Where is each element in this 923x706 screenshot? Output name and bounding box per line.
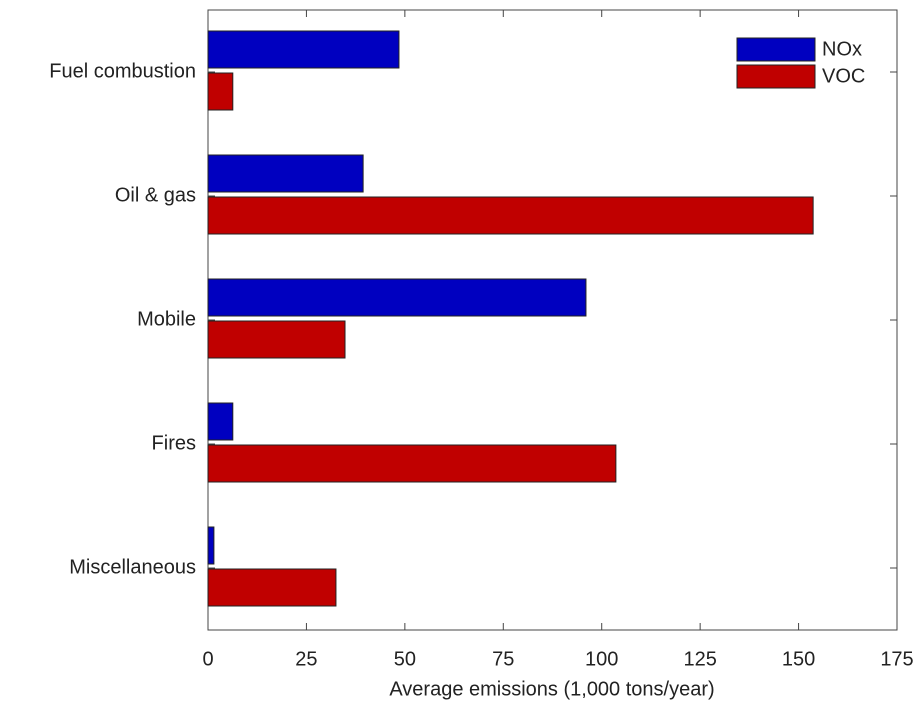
bar [207, 320, 346, 359]
legend-swatch [736, 37, 816, 62]
legend-label: NOx [822, 38, 862, 60]
bar [207, 402, 234, 441]
x-tick-label: 50 [394, 648, 416, 670]
y-tick-label: Fuel combustion [49, 60, 196, 82]
y-tick-label: Oil & gas [115, 184, 196, 206]
x-tick-label: 75 [492, 648, 514, 670]
bar [207, 196, 814, 235]
x-tick-label: 0 [202, 648, 213, 670]
x-tick-label: 125 [683, 648, 716, 670]
bar [207, 526, 215, 565]
legend-swatch [736, 64, 816, 89]
y-tick-label: Fires [152, 432, 196, 454]
y-tick-label: Mobile [137, 308, 196, 330]
x-tick-label: 100 [585, 648, 618, 670]
bar [207, 278, 587, 317]
bar [207, 154, 364, 193]
bar [207, 30, 400, 69]
plot-frame [207, 9, 898, 631]
bar [207, 72, 234, 111]
bar [207, 568, 337, 607]
bar [207, 444, 617, 483]
x-tick-label: 150 [782, 648, 815, 670]
x-tick-label: 25 [295, 648, 317, 670]
y-tick-label: Miscellaneous [69, 556, 196, 578]
x-axis-label: Average emissions (1,000 tons/year) [389, 678, 714, 700]
x-tick-label: 175 [880, 648, 913, 670]
legend-label: VOC [822, 65, 865, 87]
